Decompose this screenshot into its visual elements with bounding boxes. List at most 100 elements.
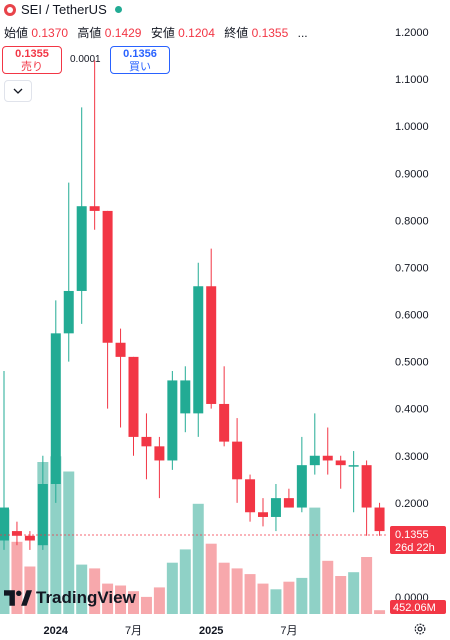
volume-bar	[50, 456, 62, 614]
candle-body	[361, 465, 372, 508]
volume-bar	[140, 596, 152, 614]
volume-bar	[205, 543, 217, 614]
candle-body	[141, 436, 152, 447]
open-value: 0.1370	[31, 26, 69, 40]
price-tick-label: 0.8000	[395, 215, 429, 227]
price-tick-label: 0.3000	[395, 451, 429, 463]
candle-body	[283, 498, 294, 508]
candle-body	[115, 342, 126, 357]
candle-body	[0, 507, 9, 541]
low-label: 安値	[150, 26, 175, 40]
high-value: 0.1429	[104, 26, 142, 40]
candle-body	[24, 535, 35, 541]
candle-body	[102, 210, 113, 343]
candle-body	[193, 286, 204, 414]
candle-body	[245, 479, 256, 513]
volume-bar	[296, 577, 308, 614]
price-tick-label: 0.7000	[395, 262, 429, 274]
ohlc-legend: 始値 0.1370 高値 0.1429 安値 0.1204 終値 0.1355 …	[4, 24, 308, 41]
last-price-value: 0.1355	[395, 529, 429, 541]
volume-bar	[102, 583, 114, 614]
more-indicator[interactable]: ...	[297, 26, 308, 40]
candle-body	[296, 465, 307, 508]
candle-body	[309, 455, 320, 466]
volume-value: 452.06M	[393, 602, 436, 614]
candle-body	[258, 512, 268, 517]
candle-body	[37, 484, 48, 546]
tradingview-wordmark: TradingView	[36, 588, 136, 607]
volume-bar	[270, 589, 282, 614]
market-status-icon	[114, 6, 122, 13]
candle-body	[348, 465, 359, 467]
volume-bar	[283, 581, 295, 614]
candlesticks	[0, 60, 385, 550]
buy-price: 0.1356	[123, 48, 157, 60]
price-axis[interactable]: 1.2000 1.1000 1.0000 0.9000 0.8000 0.7000 0.60…	[395, 27, 429, 604]
candle-body	[232, 441, 243, 480]
volume-badge: 452.06M	[390, 600, 446, 614]
chevron-down-icon	[13, 88, 23, 94]
candle-body	[50, 333, 61, 484]
time-axis[interactable]: 2024 7月 2025 7月	[44, 625, 298, 637]
volume-bar	[115, 585, 127, 614]
candle-body	[154, 446, 165, 461]
chart-header: SEI / TetherUS 始値 0.1370 高値 0.1429 安値 0.…	[0, 0, 450, 44]
price-tick-label: 0.5000	[395, 357, 429, 369]
volume-bar	[322, 560, 334, 614]
volume-bar	[218, 562, 230, 614]
volume-bar	[309, 507, 321, 614]
time-tick-label: 7月	[125, 625, 142, 637]
symbol-row[interactable]: SEI / TetherUS	[4, 2, 122, 17]
candle-body	[11, 531, 22, 536]
volume-bar	[166, 562, 178, 614]
close-label: 終値	[224, 26, 249, 40]
volume-bar	[231, 568, 243, 614]
volume-bar	[192, 503, 204, 614]
volume-bar	[89, 568, 101, 614]
collapse-legend-button[interactable]	[4, 80, 32, 102]
volume-bar	[153, 587, 165, 614]
volume-bar	[348, 572, 360, 614]
price-tick-label: 0.9000	[395, 168, 429, 180]
volume-bar	[179, 549, 191, 614]
tradingview-logo-icon	[4, 590, 32, 606]
volume-bar	[257, 583, 269, 614]
price-tick-label: 1.1000	[395, 74, 429, 86]
volume-bar	[76, 564, 88, 614]
volume-bar	[361, 557, 373, 614]
buy-label: 買い	[129, 61, 151, 73]
sell-label: 売り	[21, 61, 43, 73]
gear-icon[interactable]	[413, 622, 427, 636]
candle-body	[63, 290, 74, 334]
volume-bar	[244, 574, 256, 614]
time-tick-label: 2024	[44, 625, 69, 637]
volume-bar	[128, 591, 139, 614]
time-tick-label: 7月	[280, 625, 297, 637]
buy-button[interactable]: 0.1356 買い	[110, 46, 170, 74]
sell-button[interactable]: 0.1355 売り	[2, 46, 62, 74]
last-price-badge: 0.1355 26d 22h	[390, 526, 446, 554]
countdown-value: 26d 22h	[395, 542, 435, 554]
candle-body	[270, 498, 281, 517]
volume-bar	[0, 509, 10, 614]
candle-body	[322, 455, 333, 461]
high-label: 高値	[77, 26, 102, 40]
candle-body	[167, 380, 178, 461]
candle-body	[374, 507, 385, 532]
candle-body	[206, 286, 217, 404]
price-tick-label: 0.2000	[395, 498, 429, 510]
tradingview-logo[interactable]: TradingView	[4, 588, 136, 608]
price-tick-label: 1.0000	[395, 121, 429, 133]
price-tick-label: 1.2000	[395, 27, 429, 39]
volume-bar	[63, 471, 75, 614]
sei-logo-icon	[4, 3, 16, 16]
close-value: 0.1355	[251, 26, 289, 40]
candle-body	[89, 206, 100, 211]
candle-body	[219, 403, 230, 442]
symbol-title[interactable]: SEI / TetherUS	[21, 2, 107, 17]
candle-body	[128, 356, 139, 437]
volume-bar	[374, 610, 386, 614]
time-tick-label: 2025	[199, 625, 223, 637]
candle-body	[76, 206, 87, 291]
